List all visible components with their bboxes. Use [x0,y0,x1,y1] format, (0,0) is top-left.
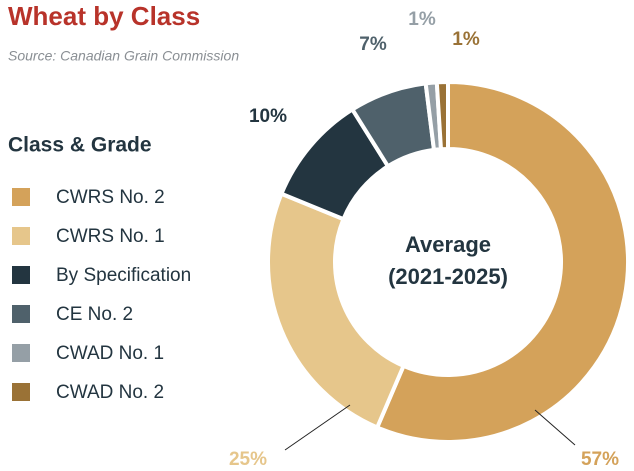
legend-swatch [12,305,30,323]
legend-label: CWAD No. 1 [56,343,164,364]
legend-label: CWAD No. 2 [56,382,164,403]
donut-slice [374,79,630,444]
data-label: 25% [229,449,267,470]
legend-swatch [12,383,30,401]
data-label: 7% [359,34,387,55]
legend-label: CE No. 2 [56,304,133,325]
legend-swatch [12,266,30,284]
chart-title: Wheat by Class [8,1,200,31]
center-label: Average [405,232,491,257]
donut-slice [434,79,450,152]
center-label: (2021-2025) [388,264,508,289]
legend-swatch [12,227,30,245]
donut-slice [266,191,407,431]
chart-subtitle: Source: Canadian Grain Commission [8,48,239,64]
legend-label: By Specification [56,265,191,286]
legend-label: CWRS No. 1 [56,226,165,247]
legend-swatch [12,344,30,362]
leader-line [284,404,351,451]
data-label: 57% [581,449,619,470]
data-label: 1% [408,9,436,30]
legend-title: Class & Grade [8,134,152,157]
data-label: 10% [249,106,287,127]
legend-label: CWRS No. 2 [56,187,165,208]
leader-line [534,409,576,446]
data-label: 1% [452,29,480,50]
legend-swatch [12,188,30,206]
